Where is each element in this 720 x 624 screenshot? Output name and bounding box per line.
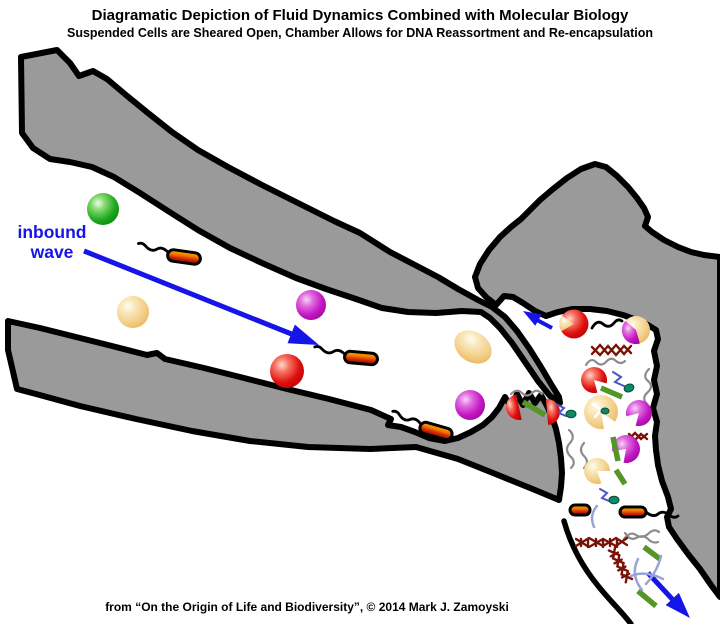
dna-rungs bbox=[609, 551, 631, 579]
rna-with-ribosome bbox=[599, 488, 620, 505]
pocket-contents bbox=[559, 309, 650, 345]
inbound-wave-label: inbound wave bbox=[6, 222, 98, 262]
periwinkle-arc bbox=[629, 572, 665, 581]
sheared-cell-right-half bbox=[545, 399, 560, 425]
periwinkle-arc bbox=[590, 504, 599, 529]
inbound-wave-line1: inbound bbox=[17, 222, 87, 242]
rna-strand bbox=[555, 403, 567, 417]
gray-twisted-strand bbox=[622, 529, 661, 544]
gray-strand-escaping bbox=[509, 389, 544, 397]
suspended-cells bbox=[87, 193, 492, 420]
ribosome bbox=[565, 409, 577, 419]
bacterium-1 bbox=[137, 241, 202, 266]
ribosome bbox=[608, 495, 620, 505]
red-cell-fragment bbox=[581, 367, 608, 394]
rock-upper-band bbox=[18, 47, 563, 406]
shearing-zone bbox=[506, 389, 560, 425]
inbound-wave-line2: wave bbox=[30, 242, 74, 262]
outflow-arrow bbox=[646, 571, 690, 618]
bacterium-body bbox=[568, 503, 592, 517]
flagellum bbox=[644, 510, 680, 519]
tan-cell bbox=[117, 296, 149, 328]
white-gap bbox=[601, 412, 615, 429]
re-encapsulated-rod-left bbox=[568, 503, 592, 517]
red-cell-with-tan-patch bbox=[559, 309, 589, 339]
green-cell bbox=[87, 193, 119, 225]
deformed-tan-cell bbox=[454, 330, 492, 364]
bacteria bbox=[137, 241, 454, 442]
dna-zigzag-strand bbox=[590, 343, 633, 357]
purple-cell bbox=[455, 390, 485, 420]
ribosome bbox=[623, 383, 635, 393]
cell-wall-rod bbox=[610, 436, 621, 462]
page-subtitle: Suspended Cells are Sheared Open, Chambe… bbox=[66, 26, 654, 40]
chamber-exit-left-wall bbox=[561, 518, 634, 624]
bacterium-body bbox=[418, 420, 454, 442]
tan-cell-cracked bbox=[584, 395, 618, 429]
inbound-wave-arrow bbox=[83, 248, 319, 345]
gray-strand bbox=[584, 357, 627, 367]
cell-wall-rod bbox=[599, 385, 624, 400]
purple-cell-fragment bbox=[625, 400, 652, 427]
ribosome bbox=[600, 407, 610, 415]
dna-ladder-diagonal bbox=[607, 546, 634, 584]
rna-strand bbox=[599, 488, 610, 502]
bacterium-body bbox=[166, 248, 202, 266]
flagellum bbox=[313, 345, 347, 357]
periwinkle-arc bbox=[644, 554, 663, 586]
bacterium-body bbox=[618, 505, 648, 519]
rock-mountain-right-wall bbox=[472, 161, 720, 600]
red-cell bbox=[270, 354, 304, 388]
bacterium-3 bbox=[391, 409, 454, 442]
credit-line: from “On the Origin of Life and Biodiver… bbox=[105, 600, 509, 614]
strand bbox=[623, 531, 660, 544]
rock-lower-wedge bbox=[5, 318, 565, 503]
purple-cell-fragment bbox=[611, 435, 640, 464]
rock-walls bbox=[5, 47, 720, 624]
bacterium-2 bbox=[313, 345, 379, 367]
dna-rail bbox=[590, 344, 633, 357]
gray-strand-vertical bbox=[643, 367, 653, 406]
flagellum bbox=[137, 241, 170, 255]
flow-arrows bbox=[83, 248, 690, 618]
magenta-cell bbox=[296, 290, 326, 320]
tan-patch bbox=[559, 315, 574, 332]
sheared-cell-left-half bbox=[506, 394, 522, 420]
magenta-patch bbox=[621, 320, 640, 345]
cell-wall-rod bbox=[636, 588, 658, 609]
dna-rungs bbox=[579, 537, 619, 549]
cell-wall-rod bbox=[613, 468, 628, 486]
backflow-arrow bbox=[523, 311, 553, 330]
gray-strand bbox=[565, 428, 575, 470]
cell-wall-rod bbox=[642, 544, 662, 562]
page-title: Diagramatic Depiction of Fluid Dynamics … bbox=[91, 7, 629, 24]
flagellum bbox=[391, 409, 423, 427]
chamber-contents bbox=[555, 343, 680, 609]
bacterium-body bbox=[343, 349, 379, 367]
rna-strand bbox=[612, 371, 625, 387]
re-encapsulated-rod-right bbox=[618, 505, 680, 519]
tan-cell-with-magenta-patch bbox=[621, 316, 650, 345]
cell-wall-rod bbox=[521, 399, 547, 418]
rna-with-ribosome bbox=[612, 371, 635, 393]
tan-cell-fragment bbox=[584, 457, 610, 484]
free-flagellum bbox=[590, 318, 624, 330]
rna-with-ribosome bbox=[555, 403, 577, 419]
dna-ladder-horizontal bbox=[574, 536, 629, 549]
